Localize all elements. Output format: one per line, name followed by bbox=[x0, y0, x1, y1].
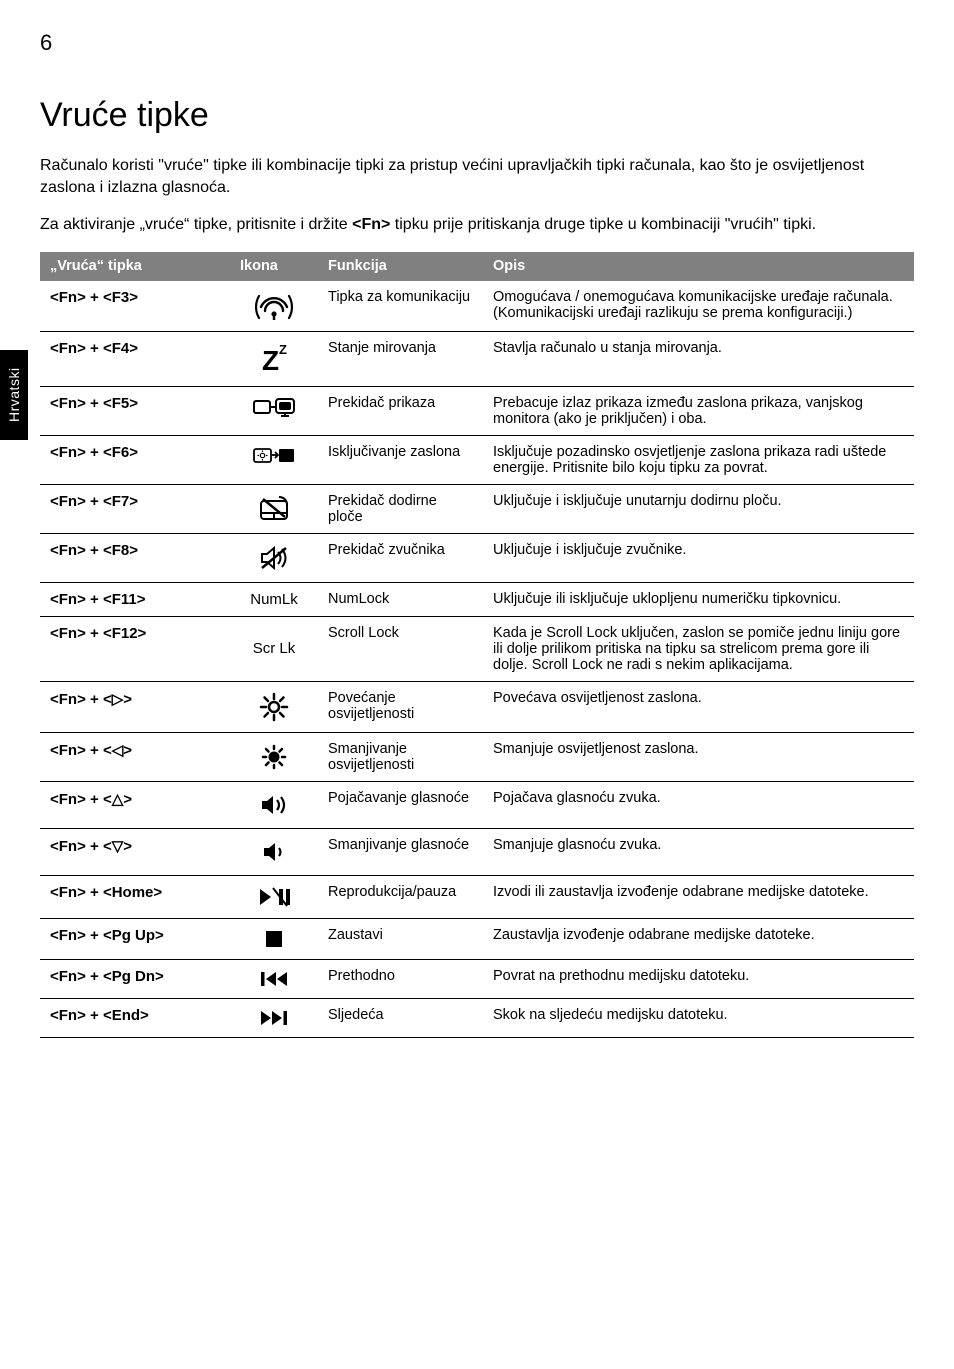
svg-text:Z: Z bbox=[262, 345, 279, 376]
header-key: „Vruća“ tipka bbox=[40, 252, 230, 281]
cell-desc: Pojačava glasnoću zvuka. bbox=[483, 781, 914, 828]
cell-func: Pojačavanje glasnoće bbox=[318, 781, 483, 828]
table-row: <Fn> + <▽> Smanjivanje glasnoće Smanjuje… bbox=[40, 828, 914, 875]
brightness-up-icon bbox=[230, 681, 318, 732]
table-row: <Fn> + <F11> NumLk NumLock Uključuje ili… bbox=[40, 582, 914, 616]
cell-desc: Prebacuje izlaz prikaza između zaslona p… bbox=[483, 386, 914, 435]
cell-key: <Fn> + <F7> bbox=[40, 484, 230, 533]
cell-key: <Fn> + <Pg Dn> bbox=[40, 959, 230, 998]
cell-key: <Fn> + <F12> bbox=[40, 616, 230, 681]
header-desc: Opis bbox=[483, 252, 914, 281]
cell-func: NumLock bbox=[318, 582, 483, 616]
cell-desc: Smanjuje osvijetljenost zaslona. bbox=[483, 732, 914, 781]
cell-key: <Fn> + <Home> bbox=[40, 875, 230, 918]
table-row: <Fn> + <F7> Prekidač dodirne ploče Uklju… bbox=[40, 484, 914, 533]
cell-key: <Fn> + <End> bbox=[40, 998, 230, 1037]
volume-down-icon bbox=[230, 828, 318, 875]
table-row: <Fn> + <F12> Scr Lk Scroll Lock Kada je … bbox=[40, 616, 914, 681]
table-row: <Fn> + <◁> bbox=[40, 732, 914, 781]
cell-func: Reprodukcija/pauza bbox=[318, 875, 483, 918]
cell-key: <Fn> + <▽> bbox=[40, 828, 230, 875]
cell-desc: Kada je Scroll Lock uključen, zaslon se … bbox=[483, 616, 914, 681]
svg-text:Z: Z bbox=[279, 342, 287, 357]
cell-desc: Povrat na prethodnu medijsku datoteku. bbox=[483, 959, 914, 998]
cell-desc: Uključuje ili isključuje uklopljenu nume… bbox=[483, 582, 914, 616]
cell-desc: Uključuje i isključuje unutarnju dodirnu… bbox=[483, 484, 914, 533]
table-row: <Fn> + <Pg Up> Zaustavi Zaustavlja izvođ… bbox=[40, 918, 914, 959]
next-track-icon bbox=[230, 998, 318, 1037]
cell-func: Prekidač zvučnika bbox=[318, 533, 483, 582]
cell-desc: Zaustavlja izvođenje odabrane medijske d… bbox=[483, 918, 914, 959]
table-row: <Fn> + <△> Pojačavanje glasnoće Pojačava… bbox=[40, 781, 914, 828]
cell-func: Smanjivanje osvijetljenosti bbox=[318, 732, 483, 781]
cell-key: <Fn> + <△> bbox=[40, 781, 230, 828]
table-row: <Fn> + <F5> Prekidač prikaza Prebacuje i… bbox=[40, 386, 914, 435]
previous-track-icon bbox=[230, 959, 318, 998]
cell-desc: Uključuje i isključuje zvučnike. bbox=[483, 533, 914, 582]
side-tab-language: Hrvatski bbox=[0, 350, 28, 440]
touchpad-icon bbox=[230, 484, 318, 533]
table-row: <Fn> + <F3> Tipka za komunikaciju Omoguć… bbox=[40, 280, 914, 331]
table-header-row: „Vruća“ tipka Ikona Funkcija Opis bbox=[40, 252, 914, 281]
cell-func: Povećanje osvijetljenosti bbox=[318, 681, 483, 732]
cell-desc: Skok na sljedeću medijsku datoteku. bbox=[483, 998, 914, 1037]
cell-func: Zaustavi bbox=[318, 918, 483, 959]
header-icon: Ikona bbox=[230, 252, 318, 281]
cell-key: <Fn> + <F6> bbox=[40, 435, 230, 484]
table-row: <Fn> + <F4> Z Z Stanje mirovanja Stavlja… bbox=[40, 331, 914, 386]
cell-desc: Smanjuje glasnoću zvuka. bbox=[483, 828, 914, 875]
cell-func: Sljedeća bbox=[318, 998, 483, 1037]
table-row: <Fn> + <F8> Prekidač zvučnika Uključuje … bbox=[40, 533, 914, 582]
cell-key: <Fn> + <F4> bbox=[40, 331, 230, 386]
cell-key: <Fn> + <F3> bbox=[40, 280, 230, 331]
cell-desc: Isključuje pozadinsko osvjetljenje zaslo… bbox=[483, 435, 914, 484]
table-row: <Fn> + <End> Sljedeća Skok na sljedeću m… bbox=[40, 998, 914, 1037]
cell-key: <Fn> + <Pg Up> bbox=[40, 918, 230, 959]
cell-func: Isključivanje zaslona bbox=[318, 435, 483, 484]
display-switch-icon bbox=[230, 386, 318, 435]
intro-paragraph-2: Za aktiviranje „vruće“ tipke, pritisnite… bbox=[40, 214, 914, 236]
cell-func: Scroll Lock bbox=[318, 616, 483, 681]
scrolllock-text-icon: Scr Lk bbox=[230, 616, 318, 681]
brightness-down-icon bbox=[230, 732, 318, 781]
cell-key: <Fn> + <F5> bbox=[40, 386, 230, 435]
screen-off-icon bbox=[230, 435, 318, 484]
cell-func: Prekidač dodirne ploče bbox=[318, 484, 483, 533]
cell-func: Prekidač prikaza bbox=[318, 386, 483, 435]
wireless-icon bbox=[230, 280, 318, 331]
table-row: <Fn> + <Home> Reprodukcija/pauza Izvodi … bbox=[40, 875, 914, 918]
cell-desc: Povećava osvijetljenost zaslona. bbox=[483, 681, 914, 732]
cell-key: <Fn> + <F11> bbox=[40, 582, 230, 616]
cell-key: <Fn> + <F8> bbox=[40, 533, 230, 582]
numlock-text-icon: NumLk bbox=[230, 582, 318, 616]
table-row: <Fn> + <Pg Dn> Prethodno Povrat na preth… bbox=[40, 959, 914, 998]
volume-up-icon bbox=[230, 781, 318, 828]
cell-desc: Omogućava / onemogućava komunikacijske u… bbox=[483, 280, 914, 331]
page-number: 6 bbox=[40, 0, 914, 56]
cell-key: <Fn> + <◁> bbox=[40, 732, 230, 781]
stop-icon bbox=[230, 918, 318, 959]
cell-func: Prethodno bbox=[318, 959, 483, 998]
hotkeys-table: „Vruća“ tipka Ikona Funkcija Opis <Fn> +… bbox=[40, 252, 914, 1038]
sleep-icon: Z Z bbox=[230, 331, 318, 386]
speaker-mute-icon bbox=[230, 533, 318, 582]
cell-func: Smanjivanje glasnoće bbox=[318, 828, 483, 875]
cell-func: Stanje mirovanja bbox=[318, 331, 483, 386]
cell-desc: Izvodi ili zaustavlja izvođenje odabrane… bbox=[483, 875, 914, 918]
table-row: <Fn> + <F6> Isključivanje zaslona bbox=[40, 435, 914, 484]
intro-paragraph-1: Računalo koristi "vruće" tipke ili kombi… bbox=[40, 155, 914, 198]
play-pause-icon bbox=[230, 875, 318, 918]
cell-func: Tipka za komunikaciju bbox=[318, 280, 483, 331]
header-func: Funkcija bbox=[318, 252, 483, 281]
cell-desc: Stavlja računalo u stanja mirovanja. bbox=[483, 331, 914, 386]
page-title: Vruće tipke bbox=[40, 96, 914, 135]
cell-key: <Fn> + <▷> bbox=[40, 681, 230, 732]
table-row: <Fn> + <▷> bbox=[40, 681, 914, 732]
